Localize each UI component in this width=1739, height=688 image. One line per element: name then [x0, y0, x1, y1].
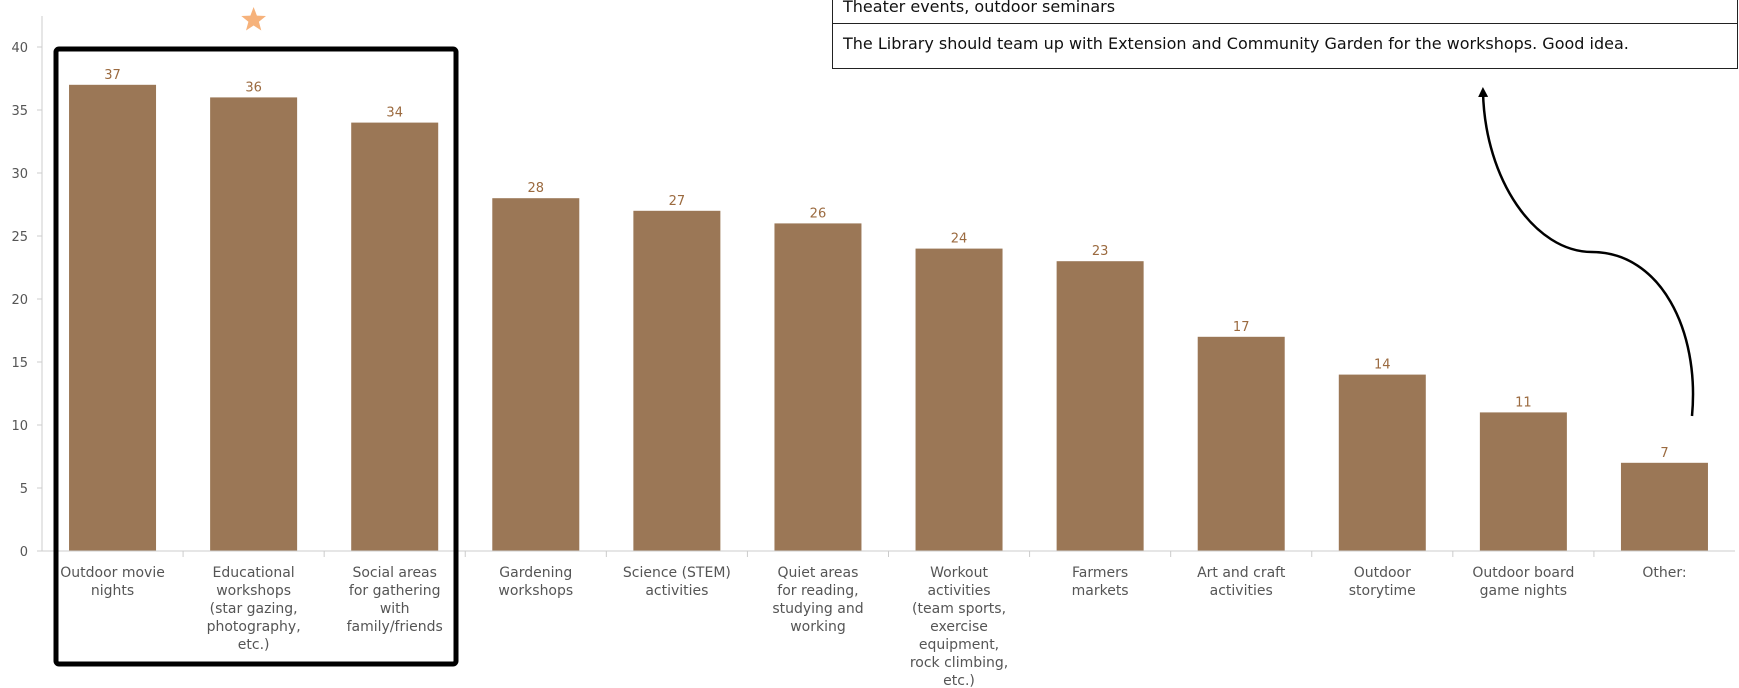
category-label: Outdoor board game nights [1472, 565, 1574, 599]
category-label: Social areas for gathering with family/frie… [347, 565, 443, 635]
y-tick-label: 10 [11, 419, 28, 434]
value-labels: 37 36 34 28 27 26 24 23 17 14 11 7 [104, 68, 1668, 461]
category-label: Art and craft activities [1197, 565, 1286, 599]
bar-value-label: 36 [245, 80, 262, 95]
category-labels: Outdoor movie nights Educational workshops(… [60, 565, 1686, 688]
comment-row-2: The Library should team up with Extensio… [833, 23, 1737, 68]
x-axis [42, 550, 1735, 557]
bar-value-label: 11 [1515, 395, 1532, 410]
bar [351, 122, 439, 551]
bar [1338, 374, 1426, 551]
category-label: Other: [1642, 565, 1686, 581]
bar-value-label: 14 [1374, 358, 1391, 373]
y-tick-label: 35 [11, 104, 28, 119]
bar [915, 248, 1003, 551]
bars [69, 84, 1708, 552]
bar [1479, 412, 1567, 551]
bar-value-label: 27 [669, 194, 686, 209]
comment-row-1: Theater events, outdoor seminars [843, 0, 1116, 16]
category-label: Outdoor movie nights [60, 565, 165, 599]
bar [774, 223, 862, 551]
y-tick-label: 30 [11, 167, 28, 182]
bar [69, 84, 157, 552]
bar-value-label: 24 [951, 232, 968, 247]
bar-value-label: 34 [386, 106, 403, 121]
y-tick-label: 0 [20, 545, 28, 560]
bar [210, 97, 298, 552]
y-tick-label: 20 [11, 293, 28, 308]
comment-box: Theater events, outdoor seminars The Lib… [832, 0, 1738, 69]
category-label: Farmers markets [1072, 565, 1129, 599]
bar [1197, 336, 1285, 551]
bar-value-label: 23 [1092, 244, 1109, 259]
category-label: Workout activities (team sports, exercise eq… [910, 565, 1008, 688]
bar-value-label: 17 [1233, 320, 1250, 335]
category-label: Quiet areas for reading, studying and worki… [772, 565, 863, 635]
star-icon [241, 7, 266, 31]
bar-value-label: 28 [528, 181, 545, 196]
category-label: Science (STEM) activities [623, 565, 731, 599]
y-tick-label: 5 [20, 482, 28, 497]
bar-value-label: 37 [104, 68, 121, 83]
category-label: Outdoor storytime [1349, 565, 1416, 599]
annotation-arrow [1478, 87, 1695, 417]
bar [1620, 462, 1708, 551]
highlight-box [53, 46, 459, 667]
bar [492, 198, 580, 551]
bar-value-label: 7 [1660, 446, 1668, 461]
bar [633, 210, 721, 552]
bar-value-label: 26 [810, 206, 827, 221]
y-tick-label: 25 [11, 230, 28, 245]
category-label: Educational workshops (star gazing, photogr… [207, 565, 301, 653]
category-label: Gardening workshops [498, 565, 573, 599]
y-tick-label: 40 [11, 41, 28, 56]
bar [1056, 261, 1144, 551]
y-tick-label: 15 [11, 356, 28, 371]
y-axis: 0 5 10 15 20 25 30 35 40 [11, 16, 43, 560]
